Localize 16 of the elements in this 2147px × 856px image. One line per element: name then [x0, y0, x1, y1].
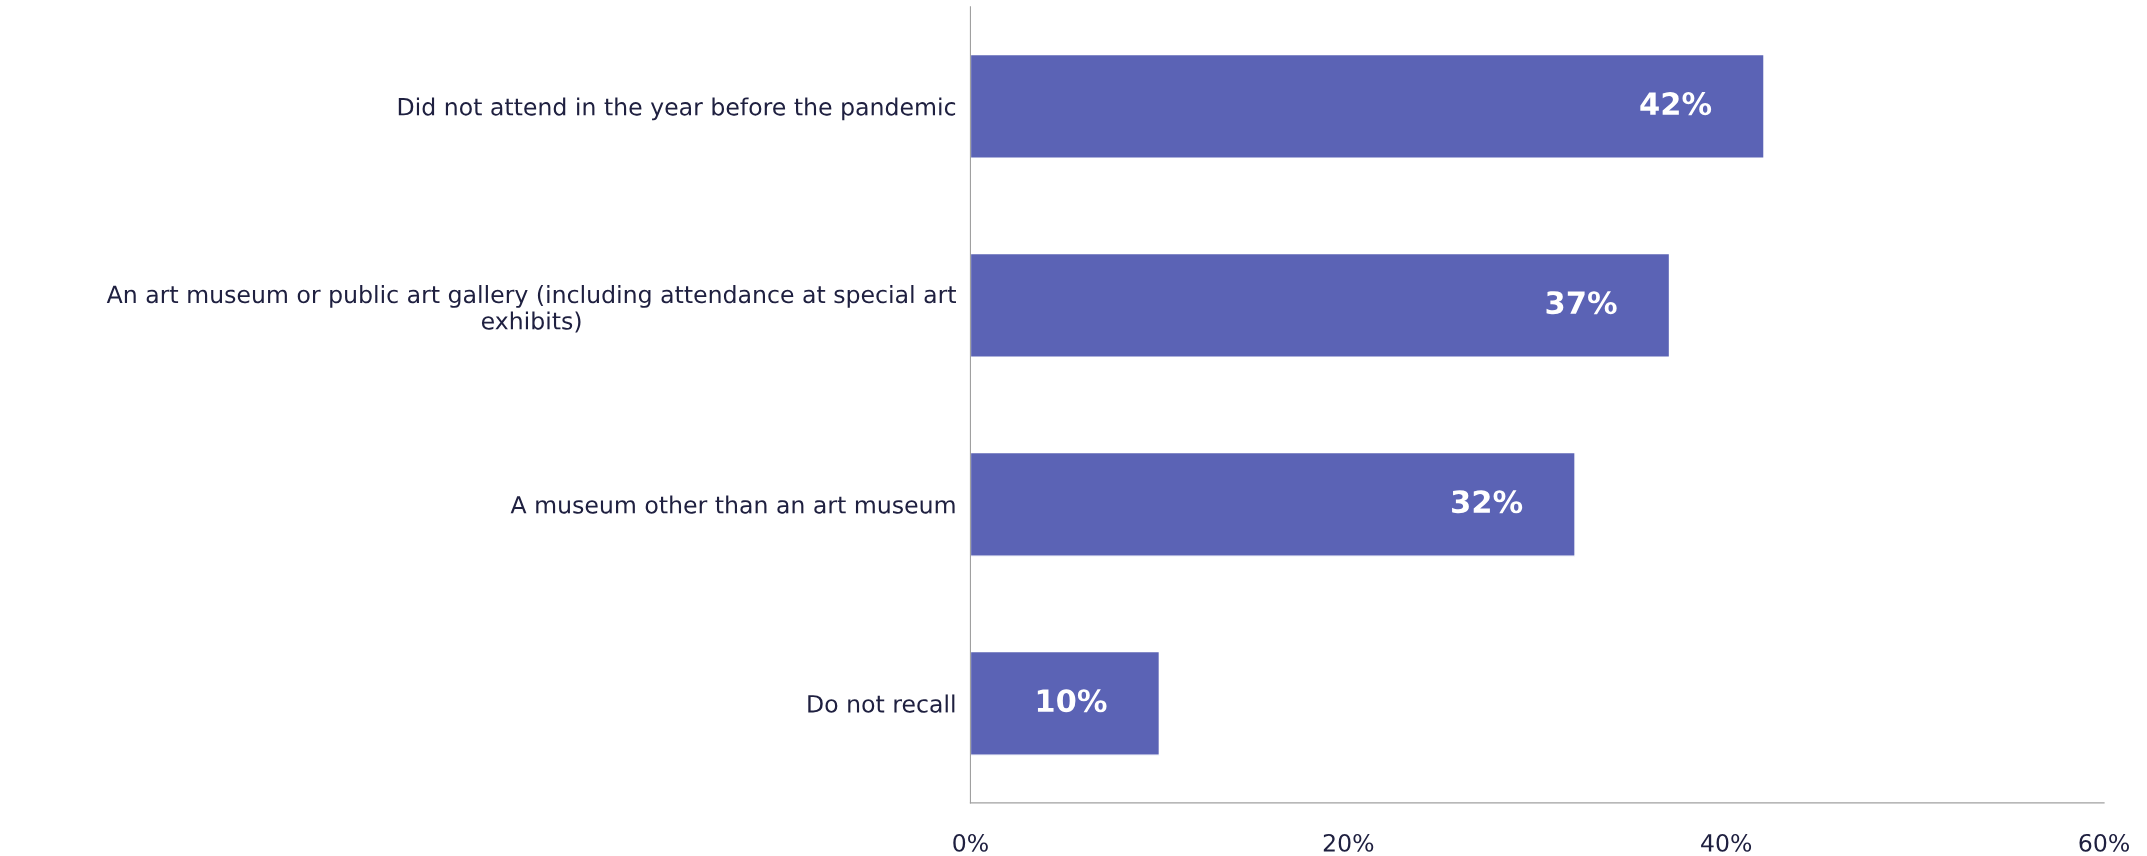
x-tick-label: 0% [953, 833, 988, 852]
data-label: 37% [1546, 291, 1617, 315]
y-tick-label: Do not recall [808, 694, 955, 713]
x-tick-label: 40% [1701, 833, 1752, 852]
x-tick-label: 20% [1323, 833, 1374, 852]
y-tick-label: A museum other than an art museum [510, 495, 955, 514]
y-tick-label: An art museum or public art gallery (including attendance at special art exhibits) [106, 284, 956, 333]
bar [970, 650, 1161, 756]
bar [970, 451, 1576, 557]
data-label: 32% [1452, 490, 1523, 514]
data-label: 10% [1037, 689, 1107, 713]
bar [970, 252, 1671, 358]
x-tick-label: 60% [2079, 833, 2129, 852]
y-tick-label: Did not attend in the year before the pandemic [398, 97, 956, 121]
data-label: 42% [1640, 92, 1712, 116]
bar [970, 53, 1765, 159]
